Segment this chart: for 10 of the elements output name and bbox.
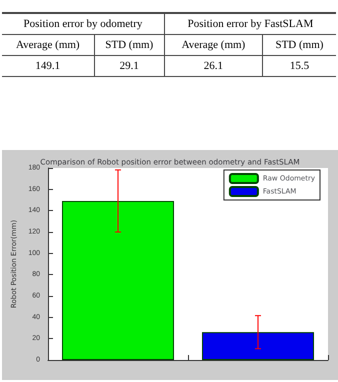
- text: 15.5: [262, 56, 336, 76]
- text: Position error by odometry: [22, 17, 144, 32]
- text: STD (mm): [262, 34, 336, 56]
- text: STD (mm): [94, 34, 164, 56]
- text: 29.1: [94, 56, 164, 76]
- text: Average (mm): [14, 38, 81, 53]
- text: 26.1: [164, 56, 262, 76]
- text: Position error by FastSLAM: [164, 13, 336, 34]
- text: 149.1: [34, 59, 62, 74]
- text: Average (mm): [164, 34, 262, 56]
